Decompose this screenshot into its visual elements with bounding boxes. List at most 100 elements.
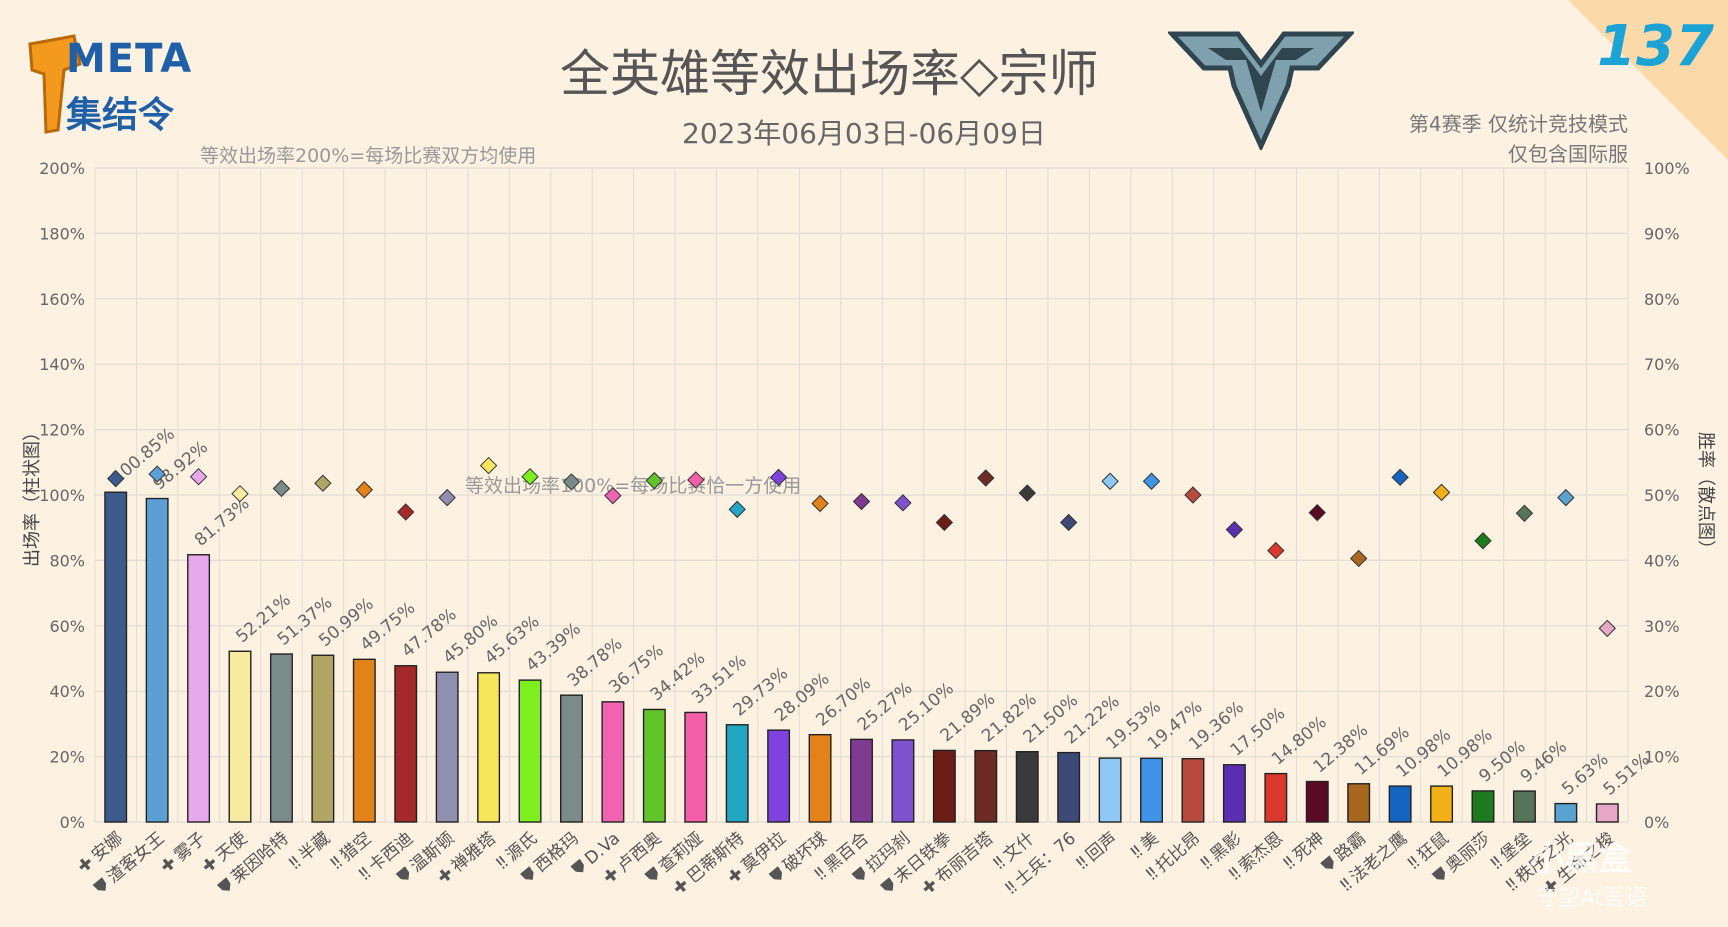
bar-6 (352, 658, 376, 823)
y-right-tick-label: 50% (1644, 486, 1680, 505)
win-rate-point-3 (231, 484, 249, 503)
torch-icon (28, 34, 82, 134)
grandmaster-rank-icon (1168, 31, 1354, 150)
win-rate-point-13 (645, 471, 664, 490)
y-right-tick-label: 100% (1644, 159, 1690, 178)
hero-name-label: 索杰恩 (1235, 829, 1287, 877)
win-rate-point-15 (728, 500, 746, 519)
bar-21 (974, 749, 998, 823)
bar-5 (311, 654, 335, 823)
issue-number-badge: 137 (1597, 14, 1714, 79)
win-rate-point-2 (189, 467, 208, 486)
win-rate-point-28 (1267, 541, 1285, 560)
bar-19 (891, 739, 915, 823)
y-right-tick-label: 80% (1644, 290, 1680, 309)
hero-name-label: 黑百合 (821, 829, 873, 877)
y-left-tick-label: 140% (39, 355, 85, 374)
y-left-tick-label: 0% (60, 813, 85, 832)
win-rate-point-7 (397, 503, 415, 521)
hero-name-label: 奥丽莎 (1442, 829, 1494, 877)
win-rate-point-35 (1557, 488, 1575, 507)
win-rate-point-26 (1184, 486, 1202, 504)
bar-7 (394, 665, 418, 823)
hero-name-label: 托比昂 (1152, 829, 1204, 877)
hero-name-label: 莫伊拉 (738, 829, 790, 877)
bar-36 (1595, 803, 1619, 823)
y-right-tick-label: 20% (1644, 682, 1680, 701)
bar-34 (1512, 790, 1536, 823)
win-rate-point-8 (438, 488, 456, 507)
win-rate-point-11 (562, 473, 581, 491)
bar-16 (767, 729, 791, 823)
bar-3 (228, 650, 252, 823)
y-left-tick-label: 180% (39, 224, 85, 243)
bar-13 (642, 708, 666, 823)
win-rate-point-1 (148, 465, 166, 483)
win-rate-point-27 (1225, 520, 1244, 539)
logo-subtitle: 集结令 (66, 95, 175, 136)
annotation-100: 等效出场率100%=每场比赛恰一方使用 (465, 475, 801, 497)
win-rate-point-30 (1349, 549, 1368, 568)
y-left-tick-label: 60% (49, 617, 85, 636)
bar-10 (518, 679, 542, 823)
win-rate-point-29 (1308, 503, 1326, 522)
y-right-tick-label: 0% (1644, 813, 1669, 832)
win-rate-point-25 (1142, 472, 1161, 490)
bar-2 (187, 554, 211, 823)
y-right-tick-label: 10% (1644, 748, 1680, 767)
server-note: 仅包含国际服 (1508, 142, 1628, 166)
bar-14 (684, 711, 708, 823)
y-left-tick-label: 120% (39, 421, 85, 440)
y-left-tick-label: 40% (49, 682, 85, 701)
bar-23 (1057, 751, 1081, 823)
win-rate-point-24 (1101, 472, 1119, 490)
y-left-tick-label: 80% (49, 551, 85, 570)
win-rate-point-9 (479, 456, 498, 475)
date-range: 2023年06月03日-06月09日 (682, 117, 1046, 150)
bar-15 (725, 724, 749, 823)
bar-33 (1471, 790, 1495, 823)
pick-rate-label: 81.73% (191, 494, 254, 551)
bar-31 (1388, 785, 1412, 823)
corner-ribbon (1568, 0, 1728, 160)
y-left-axis-label: 出场率（柱状图） (22, 423, 43, 567)
bar-20 (932, 749, 956, 823)
bar-8 (435, 671, 459, 823)
logo-text: META (66, 36, 193, 82)
bar-24 (1098, 757, 1122, 823)
win-rate-point-33 (1474, 532, 1492, 550)
y-left-tick-label: 100% (39, 486, 85, 505)
y-right-tick-label: 70% (1644, 355, 1680, 374)
win-rate-point-5 (314, 474, 332, 492)
win-rate-point-20 (935, 513, 954, 532)
win-rate-point-12 (604, 486, 622, 505)
bar-32 (1430, 785, 1454, 823)
win-rate-point-14 (687, 471, 705, 489)
win-rate-point-4 (272, 479, 291, 498)
win-rate-point-17 (811, 494, 829, 513)
win-rate-point-18 (852, 492, 871, 511)
hero-name-label: 卡西迪 (365, 829, 417, 877)
y-right-axis-label: 胜率（散点图） (1695, 432, 1716, 558)
win-rate-point-34 (1515, 504, 1534, 523)
watermark-sub: 守望At吾语 (1536, 886, 1647, 911)
win-rate-point-10 (521, 467, 539, 486)
hero-name-label: 禅雅塔 (448, 829, 500, 877)
bar-22 (1015, 750, 1039, 823)
bar-11 (560, 694, 583, 823)
win-rate-point-32 (1432, 483, 1451, 502)
annotation-200: 等效出场率200%=每场比赛双方均使用 (200, 145, 536, 167)
win-rate-point-21 (977, 469, 995, 487)
bar-9 (477, 672, 501, 823)
season-note: 第4赛季 仅统计竞技模式 (1408, 112, 1628, 136)
bar-1 (145, 497, 169, 823)
page-title: 全英雄等效出场率◇宗师 (560, 45, 1099, 103)
bar-26 (1181, 757, 1205, 823)
bar-27 (1222, 764, 1246, 823)
hero-name-label: 回声 (1082, 829, 1121, 866)
y-left-tick-label: 20% (49, 748, 85, 767)
bar-29 (1305, 780, 1329, 823)
bar-25 (1140, 757, 1163, 823)
